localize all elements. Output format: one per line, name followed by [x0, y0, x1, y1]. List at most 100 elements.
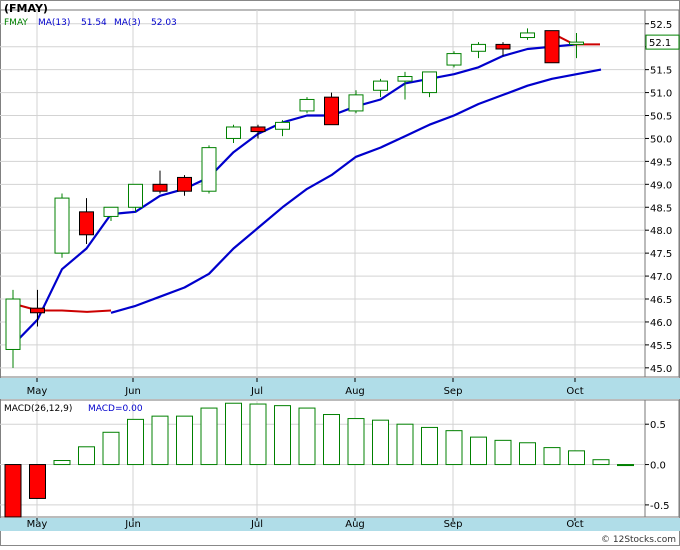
price-x-tick-label: Sep: [444, 386, 463, 397]
ticker-symbol: (FMAY): [4, 2, 48, 15]
legend-ma3-label: MA(3): [114, 18, 141, 28]
legend-ma13-label: MA(13): [38, 18, 70, 28]
candle: [495, 42, 511, 56]
last-price-label: 52.1: [649, 38, 671, 49]
macd-bar: [372, 419, 389, 466]
candle-body: [544, 30, 560, 64]
candle: [103, 206, 119, 222]
legend-ma13-value: 51.54: [81, 18, 107, 28]
price-y-tick-label: 47.5: [650, 249, 672, 260]
price-y-tick-label: 45.0: [650, 364, 672, 375]
candle: [569, 32, 584, 59]
macd-bar: [347, 418, 365, 466]
legend-symbol: FMAY: [4, 18, 28, 28]
macd-bar: [568, 450, 585, 466]
macd-y-tick-label: 0.0: [650, 461, 666, 472]
macd-bar: [176, 415, 193, 466]
price-y-tick-label: 48.5: [650, 203, 672, 214]
candle: [201, 145, 217, 194]
legend-ma3-value: 52.03: [151, 18, 177, 28]
macd-x-tick-label: Sep: [444, 519, 463, 530]
candle-body: [569, 41, 584, 45]
price-y-tick-label: 49.0: [650, 180, 672, 191]
macd-x-tick-label: Oct: [566, 519, 583, 530]
macd-bar: [592, 459, 610, 466]
candle-body: [373, 80, 388, 91]
macd-bar: [102, 431, 120, 466]
candle-body: [299, 98, 315, 112]
price-y-tick-label: 51.5: [650, 66, 672, 77]
candle-body: [5, 298, 21, 350]
macd-bar: [127, 418, 144, 466]
price-y-tick-label: 52.5: [650, 20, 672, 31]
candle-body: [275, 121, 290, 130]
price-x-tick-label: Aug: [345, 386, 365, 397]
price-x-axis-band: [0, 378, 680, 399]
candle: [348, 90, 364, 114]
price-y-tick-label: 51.0: [650, 89, 672, 100]
price-x-tick-label: Jul: [250, 386, 263, 397]
price-y-tick-label: 49.5: [650, 157, 672, 168]
price-y-tick-label: 46.0: [650, 318, 672, 329]
candle-body: [177, 176, 192, 192]
ma-short-line: [12, 43, 577, 346]
ma-tail-start: [12, 302, 112, 313]
macd-bar: [53, 460, 71, 466]
candle-body: [226, 126, 241, 139]
candle-body: [128, 183, 143, 208]
macd-x-tick-label: Aug: [345, 519, 365, 530]
candle-body: [520, 32, 535, 39]
price-y-tick-label: 50.5: [650, 112, 672, 123]
macd-bar: [274, 405, 291, 466]
macd-bar: [4, 464, 22, 518]
candle-body: [495, 43, 511, 50]
price-x-tick-label: Oct: [566, 386, 583, 397]
macd-y-tick-label: 0.5: [650, 420, 666, 431]
candle-body: [54, 197, 70, 254]
macd-x-tick-label: Jul: [250, 519, 263, 530]
macd-legend-label: MACD(26,12,9): [4, 404, 72, 414]
candle-body: [30, 307, 45, 314]
macd-bar: [298, 407, 316, 466]
candle: [128, 183, 143, 212]
macd-x-tick-label: Jun: [124, 519, 141, 530]
macd-bar: [519, 442, 536, 466]
candle: [544, 30, 560, 64]
candle-body: [79, 211, 94, 236]
candle-body: [422, 71, 437, 94]
price-y-tick-label: 46.5: [650, 295, 672, 306]
macd-bar: [200, 407, 218, 466]
price-panel-border: [0, 9, 680, 378]
candle: [226, 124, 241, 144]
candle: [446, 51, 462, 68]
candle-body: [446, 53, 462, 66]
candle: [54, 193, 70, 258]
candle: [177, 175, 192, 196]
candle: [299, 97, 315, 114]
candle-body: [471, 43, 486, 52]
macd-bar: [151, 415, 169, 466]
watermark: © 12Stocks.com: [601, 535, 676, 545]
macd-bar: [617, 464, 634, 467]
macd-x-tick-label: May: [27, 519, 48, 530]
macd-bar: [29, 464, 46, 499]
candle-body: [348, 94, 364, 112]
candle: [250, 124, 266, 139]
macd-y-tick-label: -0.5: [650, 501, 670, 512]
macd-bar: [494, 439, 512, 466]
macd-bar: [445, 430, 463, 466]
macd-bar: [421, 426, 438, 466]
price-y-tick-label: 47.0: [650, 272, 672, 283]
candle: [5, 289, 21, 368]
candle-body: [201, 147, 217, 192]
price-x-tick-label: Jun: [124, 386, 141, 397]
candle: [471, 42, 486, 59]
candle: [324, 92, 339, 126]
macd-x-axis-band: [0, 518, 680, 531]
macd-bar: [225, 402, 242, 466]
last-price-box: [645, 34, 680, 50]
price-y-tick-label: 50.0: [650, 134, 672, 145]
macd-panel-border: [0, 399, 680, 518]
macd-bar: [470, 436, 487, 466]
